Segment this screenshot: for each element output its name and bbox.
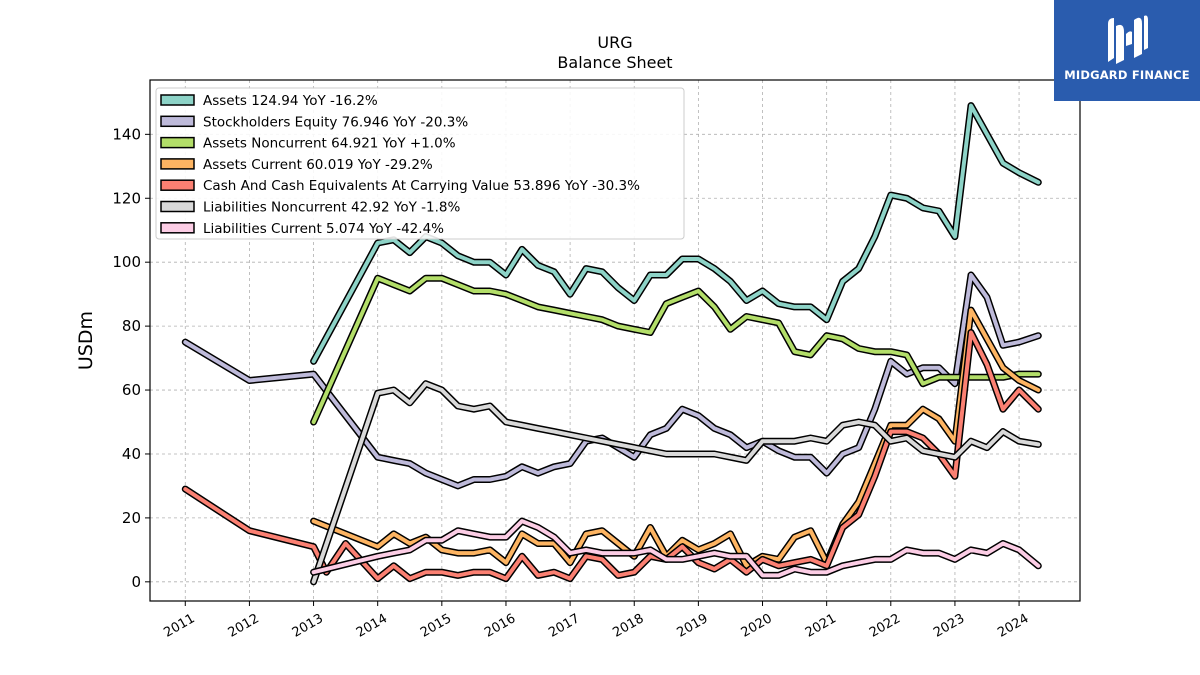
legend-label: Assets Noncurrent 64.921 YoY +1.0% [203,136,456,152]
series-line [311,381,1041,584]
series-lines [181,102,1042,586]
x-tick-label: 2021 [803,611,839,641]
series-line [311,308,1041,568]
legend-label: Cash And Cash Equivalents At Carrying Va… [203,178,640,194]
y-tick-label: 40 [122,445,141,463]
brand-name: MIDGARD FINANCE [1064,68,1190,82]
series-line [311,276,1041,424]
x-tick-label: 2023 [931,611,967,641]
legend-label: Stockholders Equity 76.946 YoY -20.3% [203,114,468,130]
y-tick-label: 80 [122,317,141,335]
x-tick-label: 2018 [610,611,646,641]
legend: Assets 124.94 YoY -16.2% Stockholders Equ… [155,87,685,240]
x-tick-label: 2015 [418,611,454,641]
legend-swatch [160,179,195,191]
series-line [311,103,1041,364]
legend-swatch [160,115,195,128]
legend-swatch [160,222,195,234]
y-tick-label: 140 [112,125,141,143]
brand-logo: MIDGARD FINANCE [1054,0,1200,101]
series-line-outline [310,306,1042,570]
x-tick-label: 2013 [290,611,326,641]
midgard-logo-icon [1108,15,1148,64]
legend-swatch [160,136,195,149]
x-tick-label: 2012 [226,611,262,641]
y-axis-label: USDm [75,311,97,370]
legend-label: Liabilities Current 5.074 YoY -42.4% [203,221,444,237]
x-tick-label: 2017 [546,611,582,641]
legend-swatch [160,158,195,170]
legend-label: Assets Current 60.019 YoY -29.2% [203,157,433,173]
legend-swatch [160,200,195,213]
x-tick-label: 2019 [675,611,711,641]
legend-box [155,87,685,240]
y-tick-label: 100 [112,253,141,271]
x-tick-label: 2011 [161,611,197,641]
x-tick-label: 2022 [867,611,903,641]
legend-label: Liabilities Noncurrent 42.92 YoY -1.8% [203,200,460,216]
chart-title: URG [597,33,632,52]
x-tick-label: 2020 [739,611,775,641]
series-line [311,519,1041,578]
legend-swatch [160,94,195,106]
y-tick-label: 0 [131,573,141,591]
chart-subtitle: Balance Sheet [557,53,672,72]
legend-label: Assets 124.94 YoY -16.2% [203,93,378,109]
y-tick-label: 20 [122,509,141,527]
x-tick-label: 2024 [995,611,1031,641]
x-tick-label: 2014 [354,611,390,641]
y-tick-label: 60 [122,381,141,399]
y-tick-label: 120 [112,189,141,207]
x-tick-label: 2016 [482,611,518,641]
plot-area [149,79,1081,602]
